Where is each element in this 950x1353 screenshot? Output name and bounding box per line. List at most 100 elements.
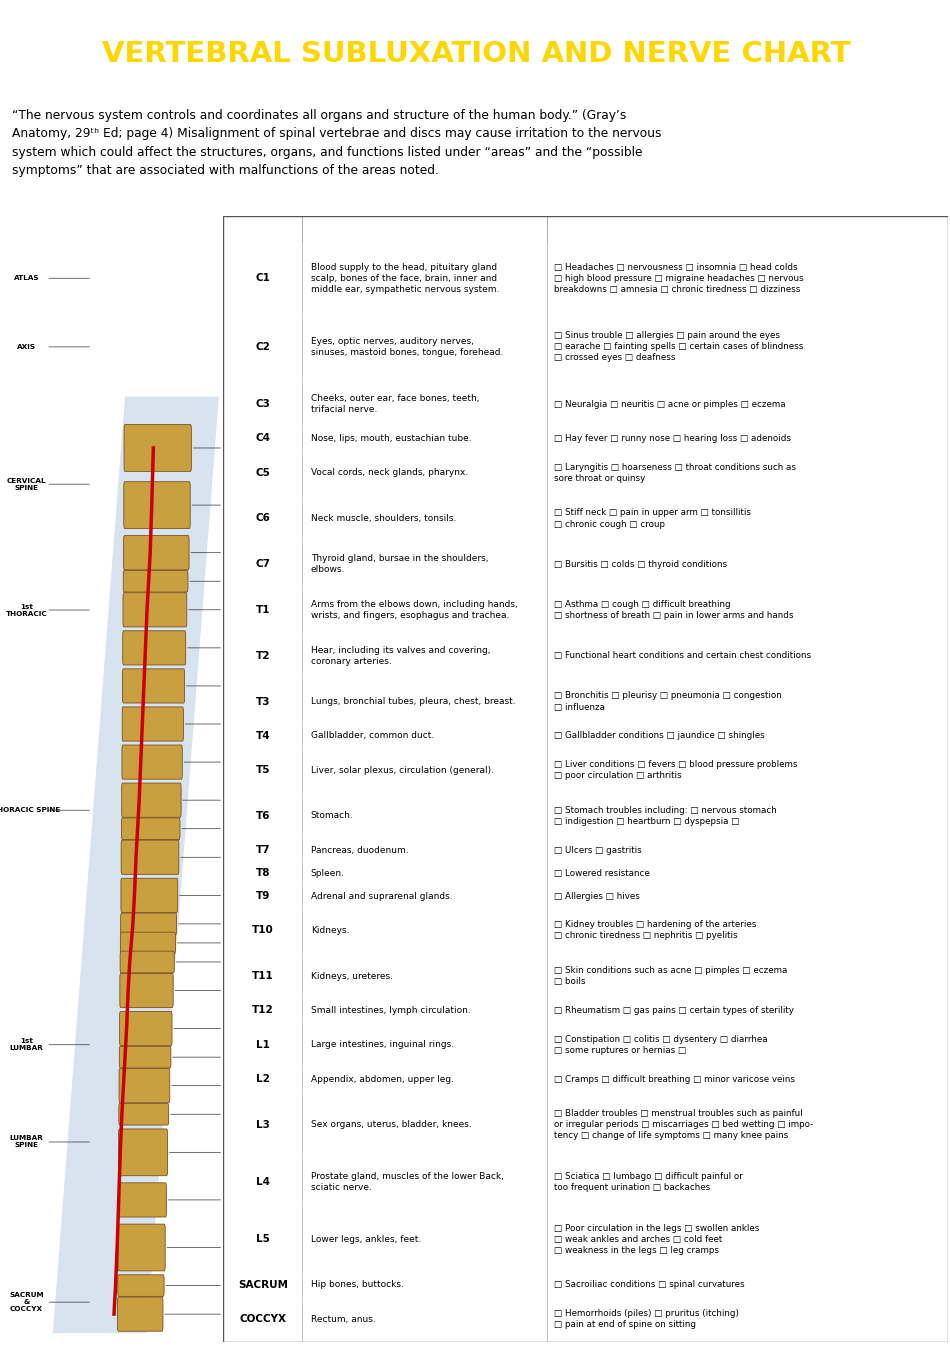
Text: □ Liver conditions □ fevers □ blood pressure problems
□ poor circulation □ arthr: □ Liver conditions □ fevers □ blood pres… xyxy=(554,760,797,781)
FancyBboxPatch shape xyxy=(122,783,181,817)
Text: □ Sciatica □ lumbago □ difficult painful or
too frequent urination □ backaches: □ Sciatica □ lumbago □ difficult painful… xyxy=(554,1172,743,1192)
Text: C4: C4 xyxy=(256,433,271,444)
Text: “The nervous system controls and coordinates all organs and structure of the hum: “The nervous system controls and coordin… xyxy=(12,108,662,177)
Text: VERTEBRAL SUBLUXATION AND NERVE CHART: VERTEBRAL SUBLUXATION AND NERVE CHART xyxy=(102,41,851,68)
Text: 1st
LUMBAR: 1st LUMBAR xyxy=(10,1038,44,1051)
Text: Sex organs, uterus, bladder, knees.: Sex organs, uterus, bladder, knees. xyxy=(311,1120,471,1130)
Text: Thyroid gland, bursae in the shoulders,
elbows.: Thyroid gland, bursae in the shoulders, … xyxy=(311,555,488,574)
Text: T2: T2 xyxy=(256,651,270,660)
Text: T6: T6 xyxy=(256,810,270,821)
Text: □ Bronchitis □ pleurisy □ pneumonia □ congestion
□ influenza: □ Bronchitis □ pleurisy □ pneumonia □ co… xyxy=(554,691,782,712)
Text: L5: L5 xyxy=(256,1234,270,1245)
Text: T8: T8 xyxy=(256,869,270,878)
Text: □ Headaches □ nervousness □ insomnia □ head colds
□ high blood pressure □ migrai: □ Headaches □ nervousness □ insomnia □ h… xyxy=(554,262,804,294)
FancyBboxPatch shape xyxy=(122,840,179,874)
Text: Appendix, abdomen, upper leg.: Appendix, abdomen, upper leg. xyxy=(311,1074,454,1084)
Text: LOW-BACK: LOW-BACK xyxy=(925,1123,935,1173)
Text: □ Skin conditions such as acne □ pimples □ eczema
□ boils: □ Skin conditions such as acne □ pimples… xyxy=(554,966,788,986)
FancyBboxPatch shape xyxy=(121,932,176,954)
Text: Eyes, optic nerves, auditory nerves,
sinuses, mastoid bones, tongue, forehead.: Eyes, optic nerves, auditory nerves, sin… xyxy=(311,337,504,357)
FancyBboxPatch shape xyxy=(124,482,190,529)
Text: AXIS: AXIS xyxy=(17,344,36,350)
Text: T1: T1 xyxy=(256,605,270,616)
Text: C5: C5 xyxy=(256,468,271,478)
Text: □ Laryngitis □ hoarseness □ throat conditions such as
sore throat or quinsy: □ Laryngitis □ hoarseness □ throat condi… xyxy=(554,463,796,483)
FancyBboxPatch shape xyxy=(118,1275,164,1296)
Text: □ Lowered resistance: □ Lowered resistance xyxy=(554,869,650,878)
FancyBboxPatch shape xyxy=(120,1046,171,1068)
Text: CERVICAL
SPINE: CERVICAL SPINE xyxy=(7,478,47,491)
Text: □ Rheumatism □ gas pains □ certain types of sterility: □ Rheumatism □ gas pains □ certain types… xyxy=(554,1005,793,1015)
FancyBboxPatch shape xyxy=(123,593,187,626)
Text: PELVIS: PELVIS xyxy=(925,1292,935,1323)
Text: Neck muscle, shoulders, tonsils.: Neck muscle, shoulders, tonsils. xyxy=(311,514,456,524)
Text: L4: L4 xyxy=(256,1177,270,1187)
Text: C6: C6 xyxy=(256,514,271,524)
FancyBboxPatch shape xyxy=(119,1183,166,1216)
Text: MID-BACK: MID-BACK xyxy=(925,781,935,828)
Text: Prostate gland, muscles of the lower Back,
sciatic nerve.: Prostate gland, muscles of the lower Bac… xyxy=(311,1172,504,1192)
FancyBboxPatch shape xyxy=(123,706,183,741)
Text: □ Kidney troubles □ hardening of the arteries
□ chronic tiredness □ nephritis □ : □ Kidney troubles □ hardening of the art… xyxy=(554,920,756,940)
Text: L2: L2 xyxy=(256,1074,270,1084)
Text: Pancreas, duodenum.: Pancreas, duodenum. xyxy=(311,846,408,855)
Text: Arms from the elbows down, including hands,
wrists, and fingers, esophagus and t: Arms from the elbows down, including han… xyxy=(311,599,518,620)
Text: □ Sacroiliac conditions □ spinal curvatures: □ Sacroiliac conditions □ spinal curvatu… xyxy=(554,1280,745,1289)
FancyBboxPatch shape xyxy=(118,1298,163,1331)
FancyBboxPatch shape xyxy=(120,973,173,1008)
Text: □ Functional heart conditions and certain chest conditions: □ Functional heart conditions and certai… xyxy=(554,651,811,660)
Text: T7: T7 xyxy=(256,846,270,855)
Text: Hear, including its valves and covering,
coronary arteries.: Hear, including its valves and covering,… xyxy=(311,645,490,666)
FancyBboxPatch shape xyxy=(123,630,185,664)
Text: C2: C2 xyxy=(256,342,271,352)
Text: SACRUM
&
COCCYX: SACRUM & COCCYX xyxy=(10,1292,44,1312)
Text: NECK REGION: NECK REGION xyxy=(925,383,935,448)
Text: □ Hay fever □ runny nose □ hearing loss □ adenoids: □ Hay fever □ runny nose □ hearing loss … xyxy=(554,434,790,442)
FancyBboxPatch shape xyxy=(121,878,178,912)
Text: Cheeks, outer ear, face bones, teeth,
trifacial nerve.: Cheeks, outer ear, face bones, teeth, tr… xyxy=(311,394,479,414)
Text: Kidneys, ureteres.: Kidneys, ureteres. xyxy=(311,971,392,981)
FancyBboxPatch shape xyxy=(119,1069,170,1103)
Text: □ Asthma □ cough □ difficult breathing
□ shortness of breath □ pain in lower arm: □ Asthma □ cough □ difficult breathing □… xyxy=(554,599,793,620)
FancyBboxPatch shape xyxy=(123,668,184,704)
Text: Lower legs, ankles, feet.: Lower legs, ankles, feet. xyxy=(311,1235,421,1243)
Text: C3: C3 xyxy=(256,399,271,409)
Text: Stomach.: Stomach. xyxy=(311,812,353,820)
Text: C1: C1 xyxy=(256,273,271,283)
Text: Adrenal and suprarenal glands.: Adrenal and suprarenal glands. xyxy=(311,892,452,901)
Text: Possible symptoms: Possible symptoms xyxy=(662,223,797,237)
Text: Nose, lips, mouth, eustachian tube.: Nose, lips, mouth, eustachian tube. xyxy=(311,434,471,442)
Polygon shape xyxy=(53,396,218,1333)
Text: □ Poor circulation in the legs □ swollen ankles
□ weak ankles and arches □ cold : □ Poor circulation in the legs □ swollen… xyxy=(554,1223,759,1254)
Text: T3: T3 xyxy=(256,697,270,706)
FancyBboxPatch shape xyxy=(122,746,182,779)
Text: T4: T4 xyxy=(256,731,270,741)
Text: □ Neuralgia □ neuritis □ acne or pimples □ eczema: □ Neuralgia □ neuritis □ acne or pimples… xyxy=(554,399,786,409)
Text: Gallbladder, common duct.: Gallbladder, common duct. xyxy=(311,732,434,740)
Text: Vertebrae: Vertebrae xyxy=(228,223,298,237)
FancyBboxPatch shape xyxy=(119,1104,168,1126)
FancyBboxPatch shape xyxy=(124,425,191,471)
Text: T11: T11 xyxy=(252,971,274,981)
FancyBboxPatch shape xyxy=(124,571,188,593)
Text: L1: L1 xyxy=(256,1039,270,1050)
Text: □ Ulcers □ gastritis: □ Ulcers □ gastritis xyxy=(554,846,641,855)
Text: SACRUM: SACRUM xyxy=(238,1280,288,1289)
FancyBboxPatch shape xyxy=(124,536,189,570)
Text: L3: L3 xyxy=(256,1120,270,1130)
Text: T5: T5 xyxy=(256,766,270,775)
Text: T9: T9 xyxy=(256,892,270,901)
Text: □ Bladder troubles □ menstrual troubles such as painful
or irregular periods □ m: □ Bladder troubles □ menstrual troubles … xyxy=(554,1109,813,1141)
Text: Lungs, bronchial tubes, pleura, chest, breast.: Lungs, bronchial tubes, pleura, chest, b… xyxy=(311,697,515,706)
Text: Vocal cords, neck glands, pharynx.: Vocal cords, neck glands, pharynx. xyxy=(311,468,468,478)
Text: Kidneys.: Kidneys. xyxy=(311,925,350,935)
Text: □ Constipation □ colitis □ dysentery □ diarrhea
□ some ruptures or hernias □: □ Constipation □ colitis □ dysentery □ d… xyxy=(554,1035,768,1055)
FancyBboxPatch shape xyxy=(119,1128,167,1176)
FancyBboxPatch shape xyxy=(122,819,180,839)
FancyBboxPatch shape xyxy=(120,1012,172,1046)
Text: Rectum, anus.: Rectum, anus. xyxy=(311,1315,375,1323)
Text: Spleen.: Spleen. xyxy=(311,869,345,878)
Text: LUMBAR
SPINE: LUMBAR SPINE xyxy=(10,1135,44,1149)
FancyBboxPatch shape xyxy=(118,1224,165,1270)
Text: Hip bones, buttocks.: Hip bones, buttocks. xyxy=(311,1280,404,1289)
